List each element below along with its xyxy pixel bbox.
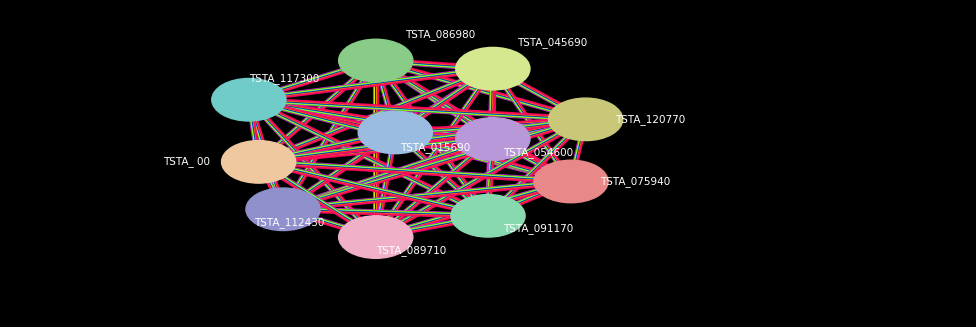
Text: TSTA_045690: TSTA_045690 — [517, 37, 588, 48]
Ellipse shape — [339, 216, 413, 258]
Text: TSTA_086980: TSTA_086980 — [405, 29, 475, 40]
Ellipse shape — [456, 118, 530, 160]
Ellipse shape — [358, 111, 432, 154]
Text: TSTA_112430: TSTA_112430 — [254, 217, 324, 228]
Ellipse shape — [222, 141, 296, 183]
Text: TSTA_ 00: TSTA_ 00 — [163, 156, 210, 167]
Text: TSTA_117300: TSTA_117300 — [249, 73, 319, 84]
Ellipse shape — [246, 188, 320, 231]
Ellipse shape — [549, 98, 623, 141]
Text: TSTA_075940: TSTA_075940 — [600, 176, 671, 187]
Ellipse shape — [456, 47, 530, 90]
Ellipse shape — [339, 39, 413, 82]
Text: TSTA_091170: TSTA_091170 — [503, 223, 573, 234]
Text: TSTA_089710: TSTA_089710 — [376, 245, 446, 256]
Text: TSTA_015690: TSTA_015690 — [400, 142, 470, 153]
Text: TSTA_120770: TSTA_120770 — [615, 114, 685, 125]
Text: TSTA_054600: TSTA_054600 — [503, 146, 573, 158]
Ellipse shape — [212, 78, 286, 121]
Ellipse shape — [451, 195, 525, 237]
Ellipse shape — [534, 160, 608, 203]
